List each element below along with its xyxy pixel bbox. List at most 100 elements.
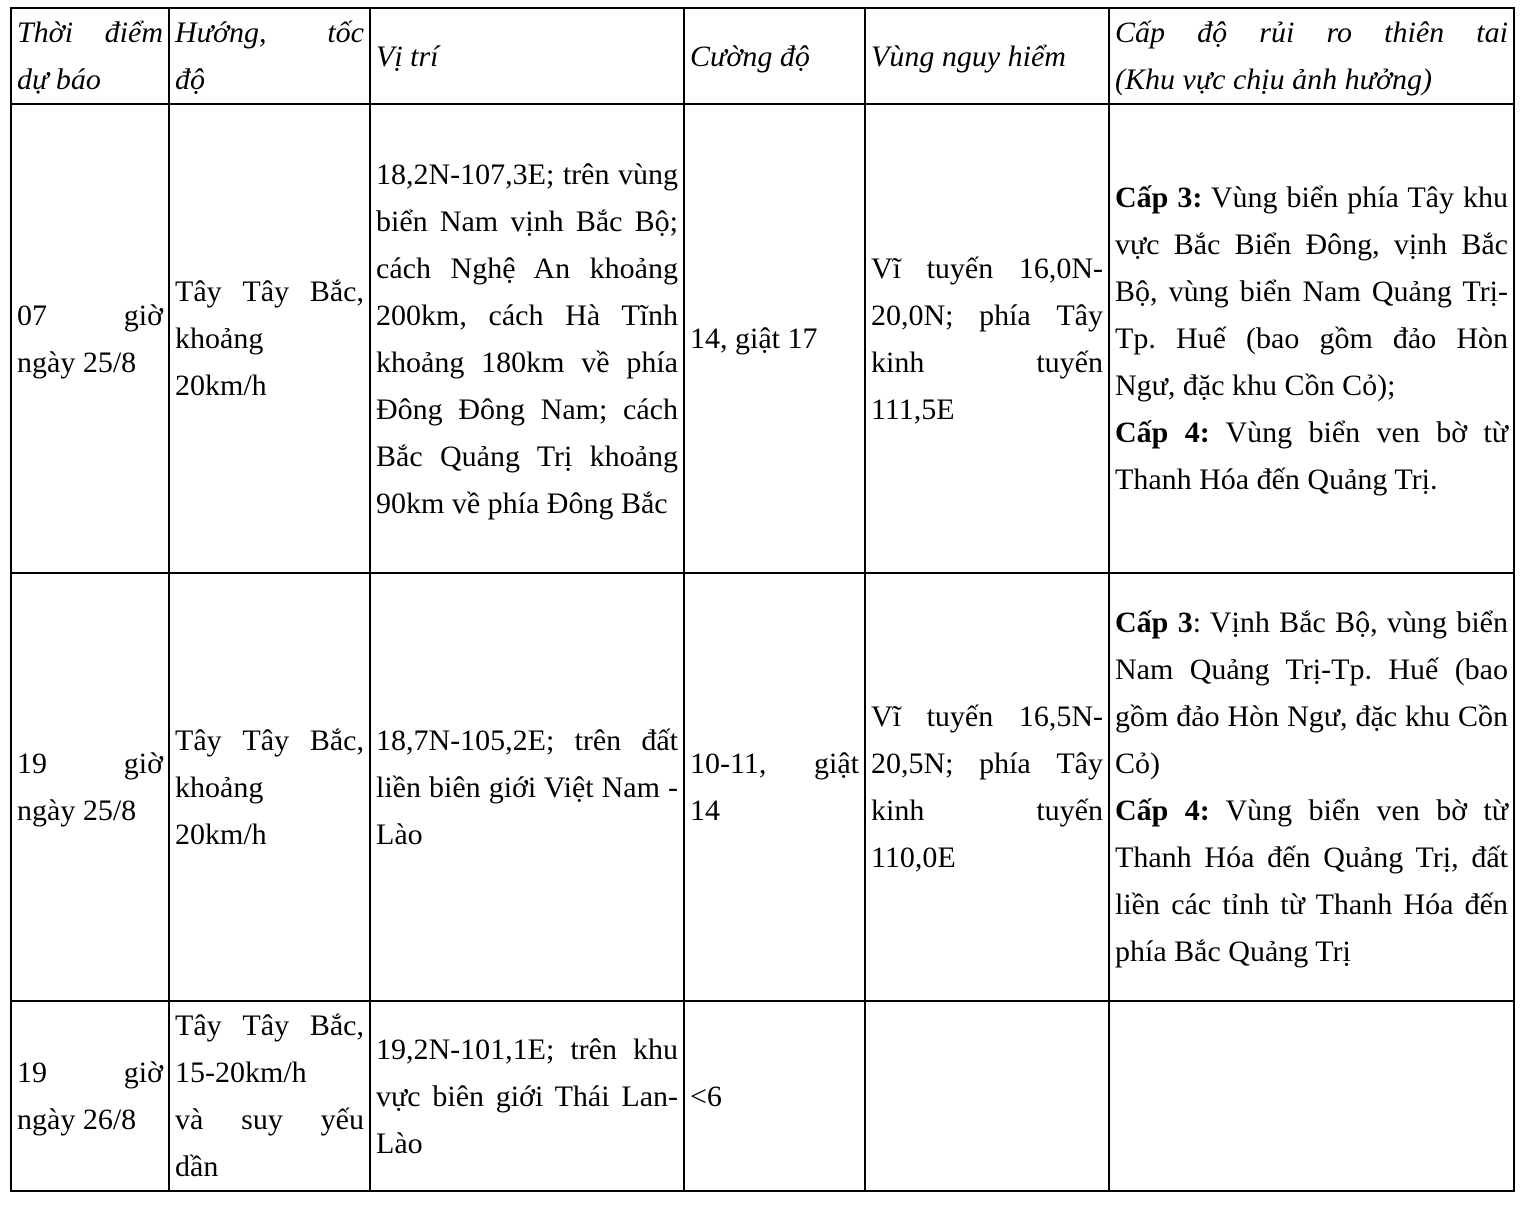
- cell-direction: Tây Tây Bắc, khoảng 20km/h: [168, 103, 371, 574]
- cell-position: 18,7N-105,2E; trên đất liền biên giới Vi…: [369, 572, 685, 1002]
- text-line: 19 giờ: [17, 740, 163, 787]
- risk-paragraph: Cấp 4: Vùng biển ven bờ từ Thanh Hóa đến…: [1115, 409, 1508, 503]
- word: Tây: [242, 1009, 290, 1042]
- risk-level-text: Vùng biển ven bờ từ Thanh Hóa đến Quảng …: [1115, 794, 1508, 968]
- word: ro: [1326, 16, 1353, 49]
- word: 07: [17, 298, 47, 332]
- table-row: 19 giờ ngày 25/8 Tây Tây Bắc, khoảng 20km/h 18…: [10, 572, 1515, 1002]
- word: tuyến: [1036, 794, 1103, 827]
- word: kinh: [871, 794, 925, 827]
- word: thiên: [1384, 16, 1445, 49]
- cell-time: 07 giờ ngày 25/8: [10, 103, 170, 574]
- word: Tây: [175, 275, 222, 308]
- word: tuyến: [926, 700, 994, 733]
- header-risk-level: Cấp độ rủi ro thiên tai (Khu vực chịu ảnh hưởn…: [1108, 7, 1515, 105]
- text-line: 14: [690, 794, 720, 827]
- header-direction-speed: Hướng, tốc độ: [168, 7, 371, 105]
- cell-intensity: 14, giật 17: [683, 103, 866, 574]
- cell-danger-zone: Vĩ tuyến 16,0N- 20,0N; phía Tây kinh tuyến 111,5…: [864, 103, 1110, 574]
- word: Tây: [1056, 298, 1103, 332]
- word: 16,0N-: [1018, 251, 1103, 285]
- text-line: và suy yếu: [175, 1096, 364, 1143]
- word: Cấp: [1115, 16, 1166, 49]
- word: Bắc,: [309, 275, 364, 308]
- word: 19: [17, 747, 47, 780]
- word: điểm: [104, 16, 163, 49]
- word: Tây: [242, 275, 290, 308]
- cell-risk-empty: [1108, 1000, 1515, 1192]
- risk-paragraph: Cấp 3: Vùng biển phía Tây khu vực Bắc Bi…: [1115, 174, 1508, 409]
- text-line: Vĩ tuyến 16,5N-: [871, 693, 1103, 740]
- word: Tây: [242, 723, 290, 757]
- text-line: 10-11, giật: [690, 740, 859, 787]
- text-line: độ: [175, 63, 205, 96]
- cell-position: 18,2N-107,3E; trên vùng biển Nam vịnh Bắ…: [369, 103, 685, 574]
- word: Vĩ: [871, 700, 901, 733]
- risk-level-label: Cấp 3:: [1115, 181, 1203, 214]
- table-row: 07 giờ ngày 25/8 Tây Tây Bắc, khoảng 20km/h 18…: [10, 103, 1515, 574]
- text-line: Hướng, tốc: [175, 10, 364, 56]
- text-line: Vĩ tuyến 16,0N-: [871, 245, 1103, 292]
- cell-intensity: 10-11, giật 14: [683, 572, 866, 1002]
- word: suy: [241, 1103, 283, 1136]
- word: giờ: [123, 1056, 163, 1089]
- text-line: ngày 26/8: [17, 1103, 137, 1136]
- text-line: khoảng: [175, 770, 264, 804]
- header-forecast-time: Thời điểm dự báo: [10, 7, 170, 105]
- risk-level-label: Cấp 4:: [1115, 416, 1210, 449]
- cell-danger-zone: Vĩ tuyến 16,5N- 20,5N; phía Tây kinh tuyến 110,0…: [864, 572, 1110, 1002]
- word: Thời: [17, 16, 74, 49]
- cell-risk: Cấp 3: Vịnh Bắc Bộ, vùng biển Nam Quảng …: [1108, 572, 1515, 1002]
- word: 19: [17, 1056, 47, 1089]
- cell-direction: Tây Tây Bắc, 15-20km/h và suy yếu dần: [168, 1000, 371, 1192]
- cell-time: 19 giờ ngày 26/8: [10, 1000, 170, 1192]
- text-line: dần: [175, 1150, 219, 1183]
- word: phía: [979, 298, 1031, 332]
- text-line: 07 giờ: [17, 292, 163, 339]
- word: tuyến: [926, 251, 994, 285]
- cell-intensity: <6: [683, 1000, 866, 1192]
- text-line: kinh tuyến: [871, 339, 1103, 386]
- header-row: Thời điểm dự báo Hướng, tốc độ Vị trí Cường …: [10, 7, 1515, 105]
- text-line: 20,5N; phía Tây: [871, 740, 1103, 787]
- text-line: 20km/h: [175, 369, 267, 402]
- cell-time: 19 giờ ngày 25/8: [10, 572, 170, 1002]
- text-line: Tây Tây Bắc,: [175, 717, 364, 764]
- word: 20,5N;: [871, 747, 954, 780]
- text-line: ngày 25/8: [17, 345, 137, 379]
- text-line: dự báo: [17, 63, 101, 96]
- word: phía: [979, 747, 1031, 780]
- text-line: Thời điểm: [17, 10, 163, 56]
- header-intensity: Cường độ: [683, 7, 866, 105]
- cell-position: 19,2N-101,1E; trên khu vực biên giới Thá…: [369, 1000, 685, 1192]
- text-line: Cấp độ rủi ro thiên tai: [1115, 10, 1508, 56]
- risk-level-text: Vùng biển phía Tây khu vực Bắc Biển Đông…: [1115, 181, 1509, 402]
- text-line: 111,5E: [871, 392, 955, 426]
- text-line: ngày 25/8: [17, 794, 137, 827]
- word: Tây: [175, 723, 222, 757]
- word: giờ: [123, 298, 163, 332]
- text-line: (Khu vực chịu ảnh hưởng): [1115, 63, 1433, 96]
- word: độ: [1197, 16, 1228, 49]
- cell-direction: Tây Tây Bắc, khoảng 20km/h: [168, 572, 371, 1002]
- word: Bắc,: [309, 723, 364, 757]
- text-line: Tây Tây Bắc,: [175, 268, 364, 315]
- text-line: 20km/h: [175, 817, 267, 851]
- word: yếu: [320, 1103, 364, 1136]
- word: Tây: [175, 1009, 222, 1042]
- word: và: [175, 1103, 204, 1136]
- text-line: 110,0E: [871, 841, 956, 874]
- header-position: Vị trí: [369, 7, 685, 105]
- word: tuyến: [1036, 345, 1103, 379]
- word: Hướng,: [175, 16, 267, 49]
- word: Tây: [1056, 747, 1103, 780]
- word: 16,5N-: [1018, 700, 1103, 733]
- text-line: kinh tuyến: [871, 787, 1103, 834]
- text-line: khoảng: [175, 322, 264, 355]
- word: rủi: [1259, 16, 1295, 49]
- word: Bắc,: [309, 1009, 364, 1042]
- text-line: Tây Tây Bắc,: [175, 1003, 364, 1049]
- storm-forecast-table: Thời điểm dự báo Hướng, tốc độ Vị trí Cường …: [10, 7, 1515, 1192]
- text-line: 15-20km/h: [175, 1056, 307, 1089]
